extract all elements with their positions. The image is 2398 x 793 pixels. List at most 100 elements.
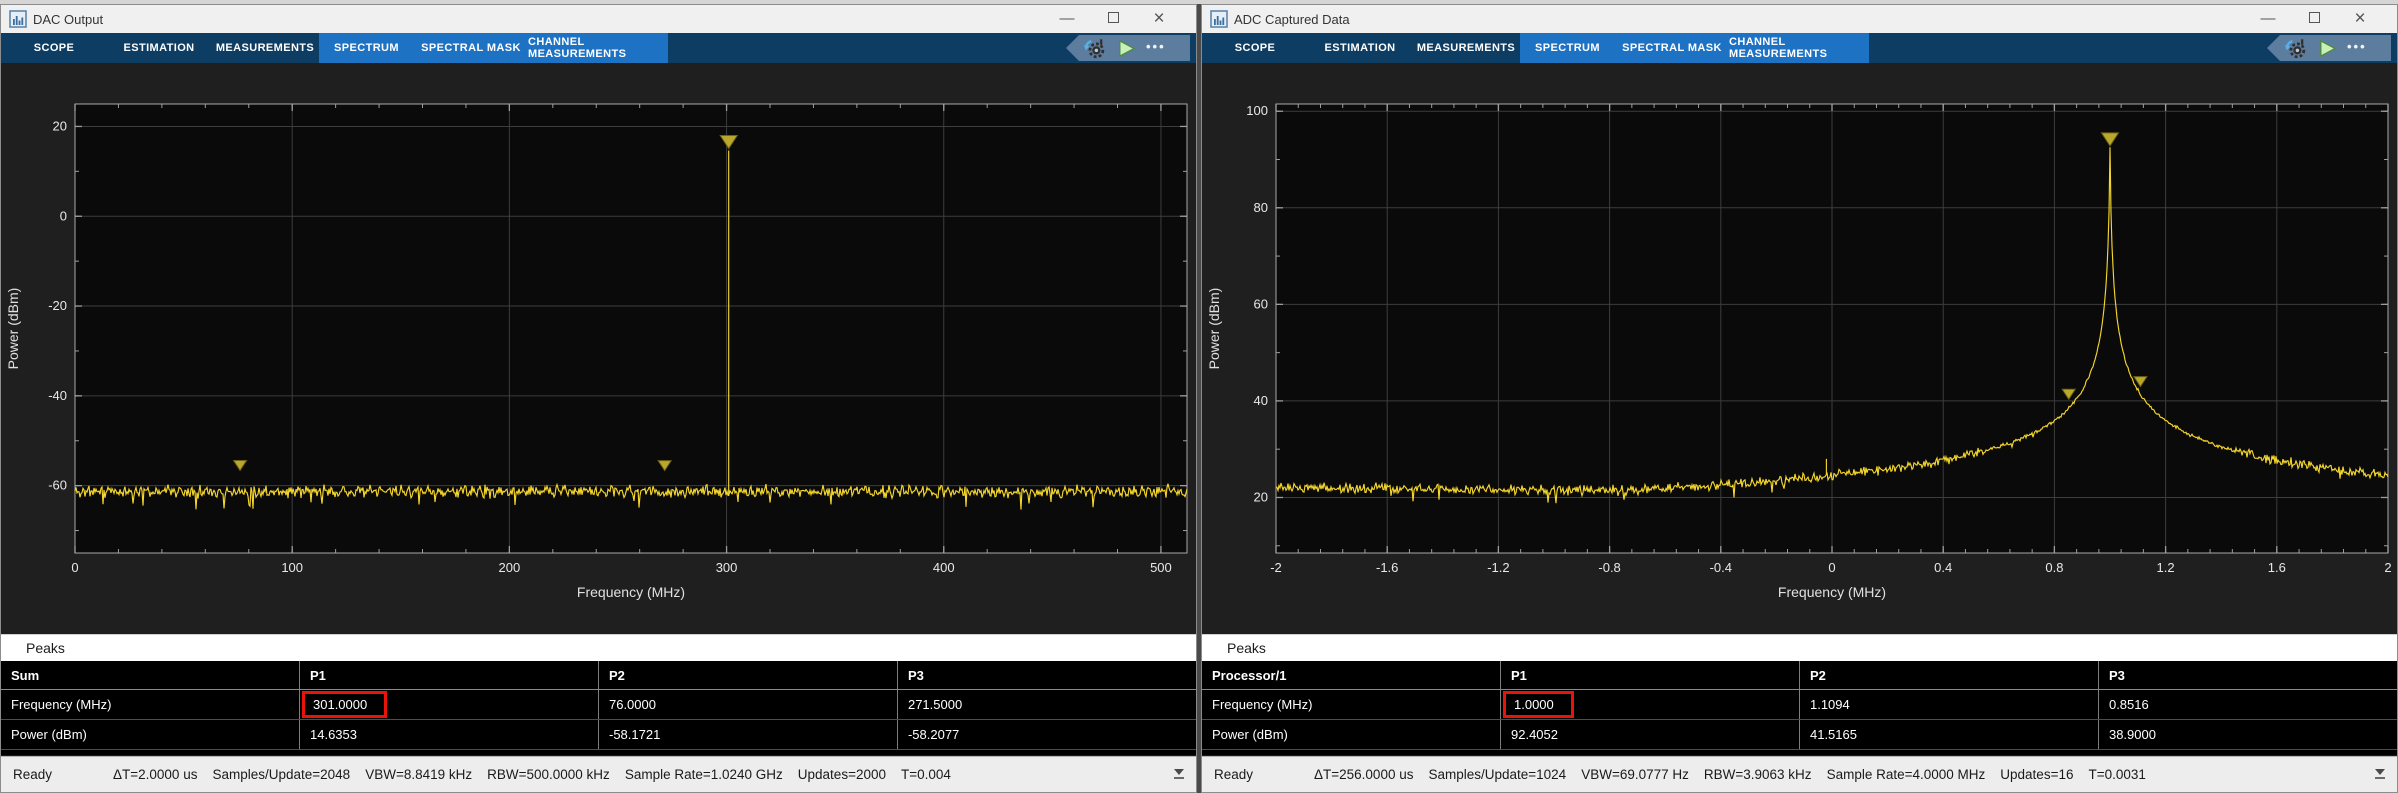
svg-text:100: 100 (281, 560, 303, 575)
close-button[interactable]: × (2337, 5, 2383, 33)
dock-icon[interactable] (2373, 768, 2387, 780)
peak-p1-frequency: 1.0000 (1514, 697, 1554, 712)
dock-icon[interactable] (1172, 768, 1186, 780)
svg-text:0.8: 0.8 (2045, 560, 2063, 575)
titlebar[interactable]: ADC Captured Data — × (1202, 5, 2397, 33)
peaks-col-source: Processor/1 (1202, 661, 1501, 690)
svg-text:60: 60 (1254, 296, 1268, 311)
titlebar[interactable]: DAC Output — × (1, 5, 1196, 33)
svg-text:2: 2 (2384, 560, 2391, 575)
window-dac-output: DAC Output — × SCOPE ESTIMATION MEASUREM… (0, 4, 1197, 793)
svg-text:-2: -2 (1270, 560, 1282, 575)
run-icon[interactable] (2317, 38, 2338, 59)
peaks-col-p3: P3 (897, 661, 1196, 690)
peak-p2-power: -58.1721 (598, 720, 897, 750)
status-updates: Updates=16 (2000, 767, 2073, 782)
svg-text:-1.2: -1.2 (1487, 560, 1509, 575)
minimize-button[interactable]: — (2245, 5, 2291, 33)
figure-area: -2-1.6-1.2-0.8-0.400.40.81.21.6210080604… (1202, 63, 2397, 634)
peaks-panel-header: Peaks (1, 634, 1196, 661)
svg-text:200: 200 (499, 560, 521, 575)
peaks-col-p2: P2 (598, 661, 897, 690)
gear-step-icon[interactable] (2284, 37, 2308, 60)
status-sample-rate: Sample Rate=1.0240 GHz (625, 767, 783, 782)
highlight-annotation: 301.0000 (302, 691, 387, 718)
spectrum-plot[interactable]: -2-1.6-1.2-0.8-0.400.40.81.21.6210080604… (1202, 63, 2397, 634)
tab-spectral-mask[interactable]: SPECTRAL MASK (414, 33, 528, 63)
svg-text:80: 80 (1254, 200, 1268, 215)
minimize-button[interactable]: — (1044, 5, 1090, 33)
peaks-table: Sum P1 P2 P3 Frequency (MHz) 301.0000 76… (1, 661, 1196, 750)
peaks-power-row: Power (dBm) 92.4052 41.5165 38.9000 (1202, 720, 2397, 750)
figure-area: 0100200300400500200-20-40-60Frequency (M… (1, 63, 1196, 634)
peaks-frequency-row: Frequency (MHz) 301.0000 76.0000 271.500… (1, 690, 1196, 720)
svg-text:400: 400 (933, 560, 955, 575)
status-samples-per-update: Samples/Update=2048 (212, 767, 350, 782)
tab-spectrum[interactable]: SPECTRUM (319, 33, 414, 63)
svg-text:1.2: 1.2 (2157, 560, 2175, 575)
tab-scope[interactable]: SCOPE (1202, 33, 1308, 63)
row-label: Power (dBm) (1, 720, 300, 750)
svg-text:-0.8: -0.8 (1598, 560, 1620, 575)
status-delta-t: ΔT=256.0000 us (1314, 767, 1413, 782)
maximize-icon (2309, 12, 2320, 23)
status-bar: Ready ΔT=256.0000 us Samples/Update=1024… (1202, 756, 2397, 792)
status-samples-per-update: Samples/Update=1024 (1428, 767, 1566, 782)
status-state: Ready (13, 767, 113, 782)
svg-text:40: 40 (1254, 393, 1268, 408)
status-delta-t: ΔT=2.0000 us (113, 767, 197, 782)
svg-text:0: 0 (1828, 560, 1835, 575)
close-button[interactable]: × (1136, 5, 1182, 33)
windows-row: DAC Output — × SCOPE ESTIMATION MEASUREM… (0, 4, 2398, 793)
peaks-table-header-row: Sum P1 P2 P3 (1, 661, 1196, 690)
svg-text:500: 500 (1150, 560, 1172, 575)
peak-p1-power: 14.6353 (300, 720, 599, 750)
more-options-icon[interactable]: ••• (2347, 39, 2367, 54)
maximize-button[interactable] (1090, 5, 1136, 33)
peak-p1-power: 92.4052 (1501, 720, 1800, 750)
peaks-panel-title: Peaks (26, 640, 65, 656)
toolstrip: SCOPE ESTIMATION MEASUREMENTS SPECTRUM S… (1, 33, 1196, 63)
peak-p2-power: 41.5165 (1799, 720, 2098, 750)
tab-estimation[interactable]: ESTIMATION (107, 33, 211, 63)
svg-text:-60: -60 (48, 478, 67, 493)
tab-channel-measurements[interactable]: CHANNEL MEASUREMENTS (1729, 33, 1869, 63)
peaks-table: Processor/1 P1 P2 P3 Frequency (MHz) 1.0… (1202, 661, 2397, 750)
peaks-col-p2: P2 (1799, 661, 2098, 690)
tab-spectral-mask[interactable]: SPECTRAL MASK (1615, 33, 1729, 63)
svg-text:Power (dBm): Power (dBm) (1206, 288, 1222, 370)
status-state: Ready (1214, 767, 1314, 782)
svg-text:-40: -40 (48, 388, 67, 403)
status-updates: Updates=2000 (798, 767, 886, 782)
run-icon[interactable] (1116, 38, 1137, 59)
maximize-button[interactable] (2291, 5, 2337, 33)
window-title: ADC Captured Data (1234, 12, 1350, 27)
tab-scope[interactable]: SCOPE (1, 33, 107, 63)
peaks-panel-header: Peaks (1202, 634, 2397, 661)
toolstrip: SCOPE ESTIMATION MEASUREMENTS SPECTRUM S… (1202, 33, 2397, 63)
svg-text:20: 20 (1254, 489, 1268, 504)
row-label: Frequency (MHz) (1, 690, 300, 720)
tab-spectrum[interactable]: SPECTRUM (1520, 33, 1615, 63)
tab-measurements[interactable]: MEASUREMENTS (211, 33, 319, 63)
svg-text:20: 20 (53, 118, 67, 133)
window-title: DAC Output (33, 12, 103, 27)
svg-text:Frequency (MHz): Frequency (MHz) (577, 584, 685, 600)
spectrum-analyzer-icon (9, 10, 27, 28)
peaks-col-p1: P1 (300, 661, 599, 690)
peaks-panel-title: Peaks (1227, 640, 1266, 656)
status-vbw: VBW=69.0777 Hz (1581, 767, 1689, 782)
more-options-icon[interactable]: ••• (1146, 39, 1166, 54)
peak-p1-frequency: 301.0000 (313, 697, 367, 712)
status-rbw: RBW=500.0000 kHz (487, 767, 610, 782)
tab-estimation[interactable]: ESTIMATION (1308, 33, 1412, 63)
tab-channel-measurements[interactable]: CHANNEL MEASUREMENTS (528, 33, 668, 63)
spectrum-plot[interactable]: 0100200300400500200-20-40-60Frequency (M… (1, 63, 1196, 634)
gear-step-icon[interactable] (1083, 37, 1107, 60)
svg-text:-0.4: -0.4 (1710, 560, 1732, 575)
maximize-icon (1108, 12, 1119, 23)
peak-p3-power: 38.9000 (2098, 720, 2397, 750)
tab-measurements[interactable]: MEASUREMENTS (1412, 33, 1520, 63)
row-label: Frequency (MHz) (1202, 690, 1501, 720)
svg-text:300: 300 (716, 560, 738, 575)
